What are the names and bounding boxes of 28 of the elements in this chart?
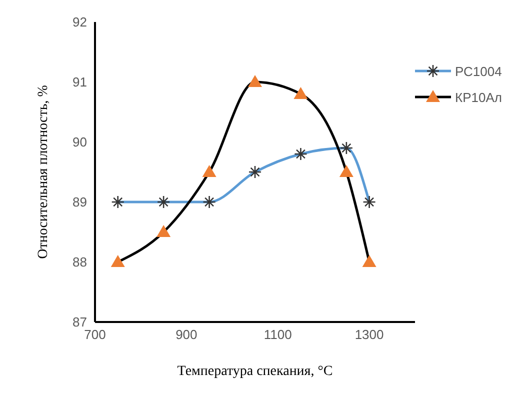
- point: [294, 87, 308, 99]
- y-tick-label: 88: [72, 254, 87, 270]
- point: [202, 195, 216, 209]
- legend-label: КР10Ал: [455, 90, 502, 104]
- point: [294, 147, 308, 161]
- point: [156, 195, 170, 209]
- y-tick-label: 92: [72, 14, 87, 30]
- x-tick-label: 1300: [354, 327, 384, 342]
- point: [111, 195, 125, 209]
- point: [339, 165, 354, 177]
- point: [362, 255, 376, 267]
- y-tick-label: 91: [72, 74, 87, 90]
- point: [156, 225, 171, 237]
- legend-label: РС1004: [455, 64, 502, 78]
- point: [248, 75, 262, 87]
- point: [248, 165, 262, 179]
- y-tick-label: 90: [72, 134, 87, 150]
- x-tick-label: 900: [176, 327, 198, 342]
- point: [362, 195, 376, 209]
- x-tick-label: 1100: [264, 327, 292, 342]
- x-tick-label: 700: [84, 327, 106, 342]
- point: [110, 255, 125, 267]
- x-axis-title: Температура спекания, °C: [177, 364, 333, 379]
- point: [202, 165, 216, 177]
- y-tick-label: 87: [72, 314, 87, 330]
- point: [340, 141, 354, 155]
- y-axis-title: Относительная плотность, %: [36, 84, 51, 259]
- y-tick-label: 89: [72, 194, 87, 210]
